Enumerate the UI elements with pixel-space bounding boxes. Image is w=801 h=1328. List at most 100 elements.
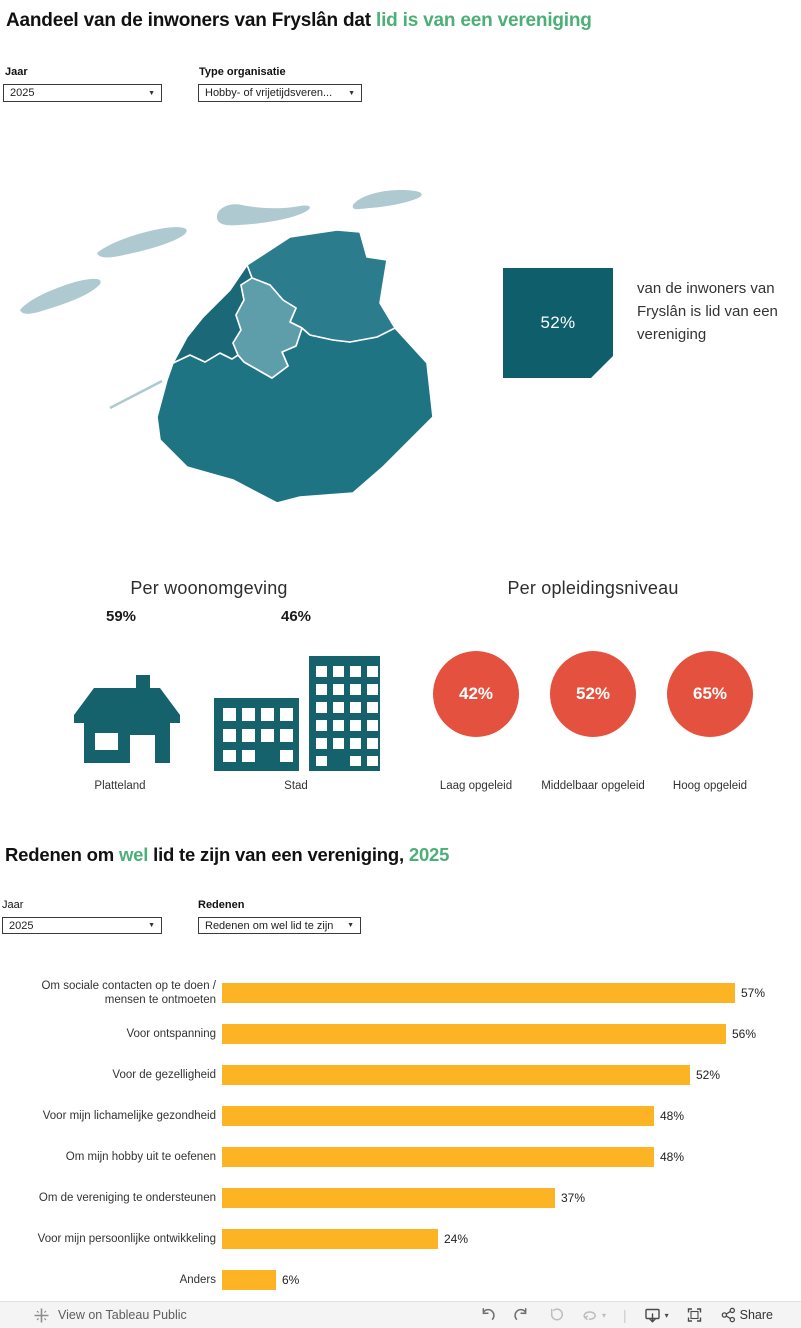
bar[interactable]: [222, 982, 735, 1003]
bar[interactable]: [222, 1187, 555, 1208]
bar-category-label: Voor mijn lichamelijke gezondheid: [42, 1109, 216, 1122]
jaar2-filter-label: Jaar: [2, 899, 24, 911]
middelbaar-opgeleid-label: Middelbaar opgeleid: [541, 780, 645, 792]
bar-category-label: Anders: [179, 1273, 216, 1286]
bar-category-label: Om de vereniging te ondersteunen: [38, 1191, 216, 1204]
map-causeway: [109, 379, 163, 410]
share-icon: [721, 1307, 735, 1323]
bar-row: Om de vereniging te ondersteunen 37%: [0, 1177, 801, 1218]
fullscreen-button[interactable]: [686, 1307, 703, 1323]
chevron-down-icon: ▾: [664, 1310, 669, 1320]
chevron-down-icon: ▼: [148, 89, 155, 97]
bar-category-label: Om mijn hobby uit te oefenen: [65, 1150, 216, 1163]
bar-value-label: 57%: [741, 985, 766, 1000]
download-button[interactable]: ▾: [644, 1307, 669, 1324]
section2-title-year: 2025: [408, 844, 450, 865]
laag-opgeleid-label: Laag opgeleid: [439, 780, 513, 792]
chevron-down-icon: ▼: [148, 922, 155, 929]
fullscreen-icon: [687, 1308, 701, 1322]
type-organisatie-value: Hobby- of vrijetijdsveren...: [205, 87, 333, 99]
tableau-footer-toolbar: View on Tableau Public ▾ |: [0, 1301, 801, 1328]
bar-chart: Om sociale contacten op te doen / mensen…: [0, 972, 801, 1300]
kpi-description: van de inwoners van Fryslân is lid van e…: [637, 280, 778, 343]
jaar-filter-label: Jaar: [5, 66, 28, 78]
share-button[interactable]: Share: [720, 1307, 773, 1323]
jaar2-filter-value: 2025: [9, 919, 34, 932]
house-icon[interactable]: [74, 675, 180, 763]
bar[interactable]: [222, 1269, 276, 1290]
redenen-value: Redenen om wel lid te zijn: [205, 919, 334, 932]
laag-opgeleid-value: 42%: [458, 684, 494, 703]
bar[interactable]: [222, 1105, 654, 1126]
hoog-opgeleid-value: 65%: [692, 684, 728, 703]
jaar-filter-value: 2025: [10, 87, 35, 99]
view-on-tableau-label: View on Tableau Public: [58, 1308, 187, 1322]
bar-row: Voor mijn persoonlijke ontwikkeling 24%: [0, 1218, 801, 1259]
bar-row: Anders 6%: [0, 1259, 801, 1300]
forward-icon: [583, 1311, 596, 1321]
bar[interactable]: [222, 1228, 438, 1249]
page-title-black: Aandeel van de inwoners van Fryslân dat: [6, 10, 377, 31]
type-organisatie-filter-label: Type organisatie: [199, 66, 286, 78]
download-icon: [644, 1308, 660, 1323]
bar-category-label: Voor de gezelligheid: [112, 1068, 216, 1081]
chevron-down-icon: ▾: [601, 1310, 606, 1320]
type-organisatie-dropdown[interactable]: Hobby- of vrijetijdsveren... ▼: [198, 84, 362, 102]
opleiding-title: Per opleidingsniveau: [507, 578, 679, 598]
bar-value-label: 24%: [444, 1231, 469, 1246]
stad-value: 46%: [280, 608, 312, 625]
platteland-value: 59%: [105, 608, 137, 625]
bar[interactable]: [222, 1023, 726, 1044]
stad-label: Stad: [284, 780, 308, 792]
jaar-filter-dropdown[interactable]: 2025 ▼: [3, 84, 162, 102]
middelbaar-opgeleid-circle[interactable]: 52%: [550, 651, 636, 737]
map-island[interactable]: [97, 227, 187, 258]
redo-button[interactable]: [513, 1307, 530, 1323]
bar[interactable]: [222, 1146, 654, 1167]
bar-category-label: Om sociale contacten op te doen / mensen…: [41, 979, 216, 1006]
hoog-opgeleid-label: Hoog opgeleid: [672, 780, 748, 792]
section2-title-part: lid te zijn van een vereniging,: [148, 844, 409, 865]
replay-button[interactable]: [547, 1307, 564, 1323]
replay-icon: [550, 1308, 563, 1321]
bar-row: Om mijn hobby uit te oefenen 48%: [0, 1136, 801, 1177]
section2-title-part: Redenen om: [5, 844, 119, 865]
map-island[interactable]: [20, 278, 101, 314]
bar-value-label: 48%: [660, 1108, 685, 1123]
buildings-icon[interactable]: [214, 650, 380, 771]
bar-value-label: 48%: [660, 1149, 685, 1164]
undo-icon: [482, 1308, 495, 1320]
bar-row: Voor de gezelligheid 52%: [0, 1054, 801, 1095]
bar-value-label: 56%: [732, 1026, 757, 1041]
bar-chart-rows: Om sociale contacten op te doen / mensen…: [0, 972, 801, 1300]
bar-value-label: 6%: [282, 1272, 300, 1287]
jaar2-filter-dropdown[interactable]: 2025 ▼: [2, 917, 162, 934]
kpi-value: 52%: [540, 313, 576, 332]
hoog-opgeleid-circle[interactable]: 65%: [667, 651, 753, 737]
map-island[interactable]: [216, 204, 310, 226]
section2-title: Redenen om wel lid te zijn van een veren…: [5, 844, 449, 866]
fryslan-map: [20, 190, 434, 504]
bar-value-label: 37%: [561, 1190, 586, 1205]
middelbaar-opgeleid-value: 52%: [575, 684, 611, 703]
redenen-dropdown[interactable]: Redenen om wel lid te zijn ▼: [198, 917, 361, 934]
bar[interactable]: [222, 1064, 690, 1085]
bar-category-label: Voor ontspanning: [126, 1027, 216, 1040]
view-on-tableau-link[interactable]: View on Tableau Public: [33, 1307, 187, 1324]
map-island[interactable]: [352, 190, 422, 210]
kpi-square[interactable]: 52%: [503, 268, 613, 378]
redenen-filter-label: Redenen: [198, 899, 245, 911]
undo-button[interactable]: [479, 1307, 496, 1323]
bar-row: Voor mijn lichamelijke gezondheid 48%: [0, 1095, 801, 1136]
page-title: Aandeel van de inwoners van Fryslân dat …: [6, 10, 592, 32]
laag-opgeleid-circle[interactable]: 42%: [433, 651, 519, 737]
map-region-center[interactable]: [232, 277, 303, 379]
bar-value-label: 52%: [696, 1067, 721, 1082]
woonomgeving-title: Per woonomgeving: [130, 578, 288, 598]
toolbar-separator: |: [622, 1307, 627, 1323]
bar-row: Om sociale contacten op te doen / mensen…: [0, 972, 801, 1013]
share-label: Share: [739, 1308, 773, 1322]
forward-button[interactable]: ▾: [581, 1307, 606, 1323]
tableau-logo-icon: [34, 1308, 49, 1322]
redo-icon: [514, 1308, 527, 1320]
